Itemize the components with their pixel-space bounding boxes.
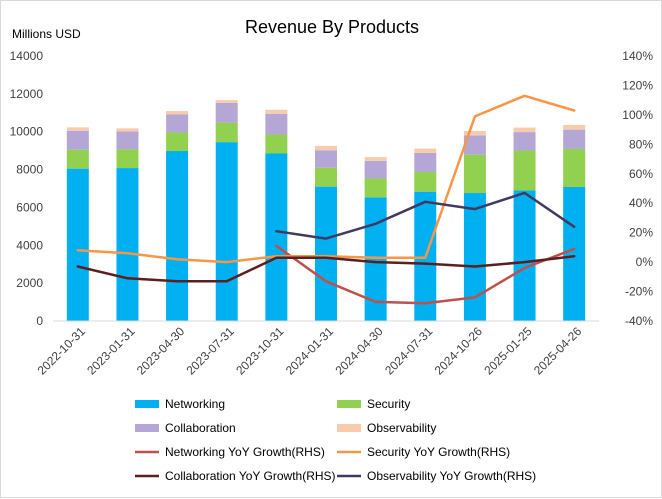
- legend-swatch: [337, 400, 361, 408]
- bar-segment: [463, 130, 486, 136]
- bar-segment: [463, 193, 486, 321]
- legend-label: Observability: [367, 421, 436, 435]
- x-tick-label: 2025-01-25: [481, 324, 535, 378]
- y2-tick-label: 60%: [629, 167, 653, 181]
- legend: Networking Security Collaboration Observabi…: [135, 397, 536, 483]
- legend-label: Collaboration: [165, 421, 236, 435]
- x-tick-label: 2024-04-30: [332, 324, 386, 378]
- bar-segment: [66, 168, 89, 321]
- y-tick-label: 12000: [10, 87, 44, 101]
- bar-segment: [364, 197, 387, 321]
- y-tick-label: 4000: [16, 238, 43, 252]
- bar-segment: [215, 122, 238, 143]
- growth-line: [76, 94, 576, 264]
- bar-segment: [215, 102, 238, 123]
- y2-tick-label: 80%: [629, 137, 653, 151]
- growth-line: [76, 254, 576, 283]
- bar-segment: [265, 134, 288, 154]
- bar-segment: [315, 186, 337, 321]
- y2-tick-label: 100%: [622, 108, 653, 122]
- x-tick-label: 2022-10-31: [35, 324, 89, 378]
- legend-label: Networking: [165, 397, 225, 411]
- y-tick-label: 0: [36, 314, 43, 328]
- x-tick-label: 2024-10-26: [432, 324, 486, 378]
- legend-label: Observability YoY Growth(RHS): [367, 469, 536, 483]
- x-tick-label: 2024-01-31: [283, 324, 337, 378]
- legend-label: Security: [367, 397, 410, 411]
- bar-segment: [364, 160, 387, 179]
- bar-segment: [563, 186, 586, 321]
- legend-swatch: [135, 400, 159, 408]
- bar-segment: [265, 113, 288, 135]
- bar-segment: [364, 178, 387, 198]
- y2-tick-label: 0%: [636, 255, 654, 269]
- bar-segment: [513, 132, 536, 151]
- legend-swatch: [337, 424, 361, 432]
- legend-label: Security YoY Growth(RHS): [367, 445, 510, 459]
- bar-segment: [116, 149, 139, 169]
- bar-segment: [116, 131, 139, 150]
- x-tick-label: 2023-07-31: [184, 324, 238, 378]
- bar-segment: [414, 148, 437, 153]
- right-axis-ticks: -40% -20% 0% 20% 40% 60% 80% 100% 120% 140%: [622, 49, 653, 328]
- left-axis-ticks: 0 2000 4000 6000 8000 10000 12000 14000: [10, 49, 44, 328]
- bar-segment: [414, 172, 437, 192]
- bar-segment: [66, 130, 89, 150]
- x-tick-label: 2023-04-30: [134, 324, 188, 378]
- bar-segment: [513, 190, 536, 321]
- bar-segment: [463, 154, 486, 194]
- y-tick-label: 2000: [16, 276, 43, 290]
- bar-segment: [166, 114, 189, 133]
- legend-swatch: [135, 424, 159, 432]
- x-tick-label: 2023-10-31: [233, 324, 287, 378]
- legend-label: Collaboration YoY Growth(RHS): [165, 469, 336, 483]
- x-axis-ticks: 2022-10-312023-01-312023-04-302023-07-31…: [35, 324, 585, 378]
- bar-segment: [414, 152, 437, 173]
- bar-segment: [315, 150, 337, 168]
- bar-segment: [265, 153, 288, 321]
- bar-segment: [166, 132, 189, 152]
- bar-segment: [116, 128, 139, 132]
- bar-segment: [265, 109, 288, 114]
- y2-tick-label: 20%: [629, 226, 653, 240]
- growth-lines: [76, 94, 576, 305]
- growth-line: [275, 244, 576, 305]
- y2-tick-label: 40%: [629, 196, 653, 210]
- bar-segment: [215, 142, 238, 321]
- bar-segment: [116, 168, 139, 321]
- y2-tick-label: -20%: [625, 285, 653, 299]
- y-tick-label: 8000: [16, 163, 43, 177]
- y2-tick-label: 120%: [622, 78, 653, 92]
- x-tick-label: 2025-04-26: [531, 324, 585, 378]
- bar-segment: [315, 145, 337, 151]
- bar-segment: [215, 100, 238, 103]
- x-tick-label: 2023-01-31: [84, 324, 138, 378]
- bar-segment: [563, 148, 586, 187]
- legend-label: Networking YoY Growth(RHS): [165, 445, 325, 459]
- bar-segment: [66, 149, 89, 169]
- bar-segment: [315, 167, 337, 187]
- bar-segment: [364, 157, 387, 161]
- y-tick-label: 6000: [16, 200, 43, 214]
- bar-segment: [166, 151, 189, 321]
- chart-title: Revenue By Products: [245, 17, 419, 37]
- y2-tick-label: 140%: [622, 49, 653, 63]
- stacked-bars: [66, 100, 586, 321]
- bar-segment: [563, 129, 586, 149]
- growth-line: [275, 191, 576, 240]
- bar-segment: [66, 127, 89, 131]
- bar-segment: [563, 124, 586, 130]
- y2-tick-label: -40%: [625, 314, 653, 328]
- bar-segment: [513, 150, 536, 191]
- bar-segment: [513, 127, 536, 133]
- y-tick-label: 10000: [10, 125, 44, 139]
- y-tick-label: 14000: [10, 49, 44, 63]
- bar-segment: [463, 135, 486, 155]
- bar-segment: [166, 111, 189, 115]
- x-tick-label: 2024-07-31: [382, 324, 436, 378]
- y-axis-unit-label: Millions USD: [12, 27, 81, 41]
